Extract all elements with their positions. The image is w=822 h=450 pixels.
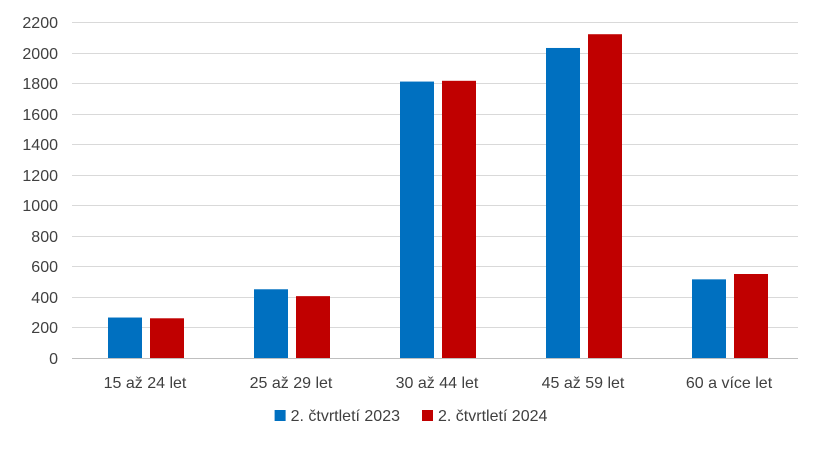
x-category-label: 25 až 29 let [250,375,333,392]
bar-series-1-2 [254,289,288,358]
gridlines [72,22,798,359]
y-tick-label: 400 [31,290,58,307]
x-category-label: 60 a více let [686,375,773,392]
y-tick-label: 800 [31,229,58,246]
bar-series-2-2 [296,296,330,358]
bar-series-1-3 [400,81,434,359]
y-tick-label: 1200 [22,168,58,185]
bar-series-2-1 [150,318,184,358]
y-tick-label: 200 [31,320,58,337]
bar-series-1-5 [692,279,726,358]
x-category-label: 30 až 44 let [396,375,479,392]
legend-swatch-1 [274,410,286,421]
bar-series-2-3 [442,80,476,359]
y-tick-label: 1000 [22,198,58,215]
x-category-label: 45 až 59 let [542,375,625,392]
legend-swatch-2 [422,410,433,421]
y-tick-label: 1600 [22,107,58,124]
bar-series-2-5 [734,274,768,358]
y-tick-label: 0 [49,351,58,368]
legend-label-2: 2. čtvrtletí 2024 [438,408,547,425]
legend: 2. čtvrtletí 2023 2. čtvrtletí 2024 [274,408,547,425]
legend-label-1: 2. čtvrtletí 2023 [291,408,400,425]
bars [108,34,768,359]
bar-series-2-4 [588,34,622,359]
y-tick-label: 2200 [22,15,58,32]
bar-series-1-1 [108,317,142,358]
x-axis: 15 až 24 let 25 až 29 let 30 až 44 let 45 a… [104,375,773,392]
y-axis: 0 200 400 600 800 1000 1200 1400 1600 1800 2000 220… [22,15,58,368]
y-tick-label: 2000 [22,46,58,63]
x-category-label: 15 až 24 let [104,375,187,392]
y-tick-label: 1800 [22,76,58,93]
y-tick-label: 600 [31,259,58,276]
y-tick-label: 1400 [22,137,58,154]
bar-series-1-4 [546,47,580,359]
